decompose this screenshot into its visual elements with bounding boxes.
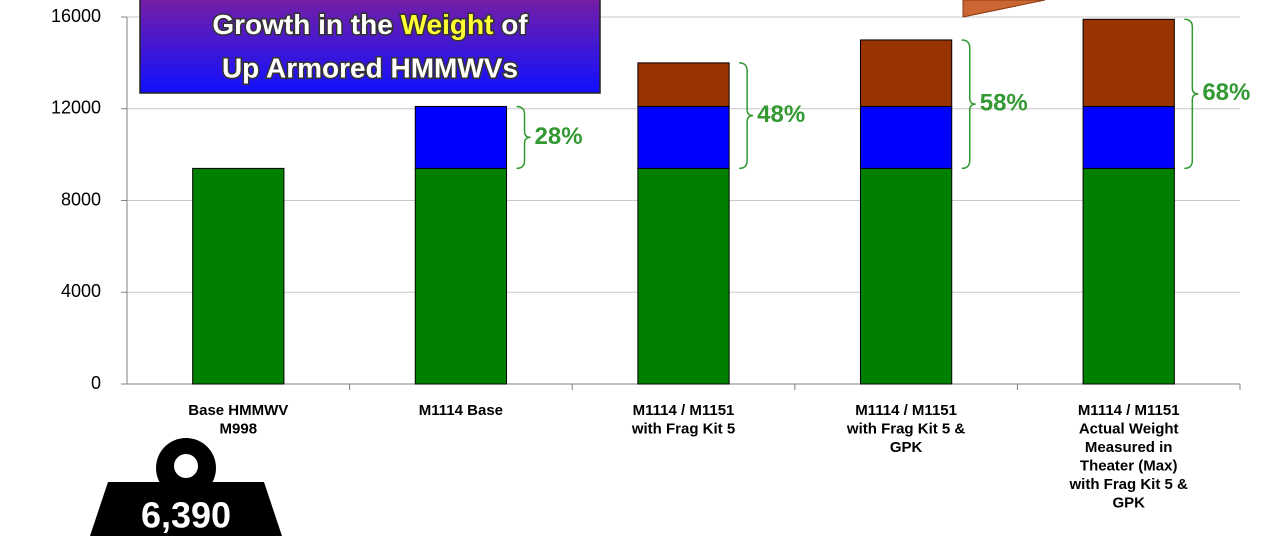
brace (739, 62, 754, 170)
weight-label: 6,390 (141, 495, 231, 536)
weight-icon: 6,390 (90, 438, 282, 536)
chart-title: Up Armored HMMWVs (222, 52, 518, 83)
annotation: 48% (757, 101, 805, 128)
x-tick-label: M1114 / M1151 (633, 402, 735, 419)
x-tick-label: M1114 Base (419, 402, 503, 419)
bar-segment (1082, 18, 1175, 107)
bar-segment (859, 105, 953, 169)
bar-segment (414, 105, 508, 169)
brace (961, 39, 976, 170)
annotation: 28% (535, 123, 583, 150)
x-tick-label: M1114 / M1151 (1078, 402, 1180, 419)
x-tick-label: GPK (890, 439, 923, 456)
x-tick-label: M1114 / M1151 (855, 402, 957, 419)
y-tick-label: 16000 (51, 6, 101, 26)
title-part: of (501, 9, 528, 40)
bar-segment (192, 167, 285, 385)
bar-segment (859, 167, 953, 385)
chart-title: Growth in the Weight of (212, 9, 528, 40)
bar-segment (1082, 105, 1175, 169)
x-tick-label: M998 (220, 420, 258, 437)
bar-segment (637, 105, 730, 169)
title-highlight: Weight (401, 9, 494, 40)
x-tick-label: Theater (Max) (1080, 457, 1178, 474)
annotation: 68% (1202, 79, 1250, 106)
bar-segment (1082, 167, 1175, 385)
y-tick-label: 0 (91, 373, 101, 393)
x-tick-label: with Frag Kit 5 (631, 420, 735, 437)
x-tick-label: with Frag Kit 5 & (846, 420, 966, 437)
x-tick-label: Base HMMWV (188, 402, 288, 419)
x-tick-label: GPK (1112, 494, 1145, 511)
bar-segment (637, 62, 730, 107)
title-box (139, 0, 601, 94)
y-tick-label: 8000 (61, 189, 101, 209)
title-part: Growth in the (212, 9, 392, 40)
bar-segment (637, 167, 730, 385)
arrow-shape (962, 0, 1046, 18)
weight-body (90, 482, 282, 536)
y-tick-label: 4000 (61, 281, 101, 301)
brace (516, 105, 531, 170)
x-tick-label: with Frag Kit 5 & (1069, 476, 1189, 493)
brace (1184, 18, 1199, 170)
x-tick-label: Actual Weight (1079, 420, 1179, 437)
annotation: 58% (980, 90, 1028, 117)
bar-segment (859, 39, 953, 107)
weight-ring-hole (174, 454, 198, 478)
x-tick-label: Measured in (1085, 439, 1173, 456)
y-tick-label: 12000 (51, 98, 101, 118)
bar-segment (414, 167, 508, 385)
